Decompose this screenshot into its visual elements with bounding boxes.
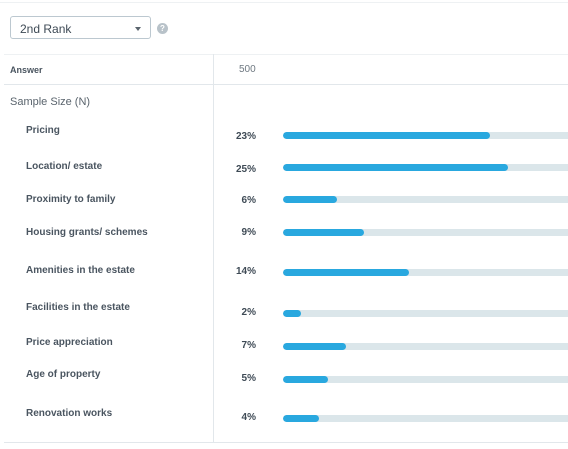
row-label: Amenities in the estate: [26, 265, 135, 276]
help-icon[interactable]: ?: [157, 23, 168, 34]
row-label: Housing grants/ schemes: [26, 227, 148, 238]
row-percentage: 9%: [241, 227, 256, 238]
bar-fill: [283, 415, 319, 422]
bar-fill: [283, 343, 346, 350]
row-percentage: 2%: [241, 307, 256, 318]
bar-track: [283, 196, 568, 203]
row-percentage: 23%: [235, 131, 256, 142]
bar-fill: [283, 310, 301, 317]
bar-track: [283, 269, 568, 276]
bar-track: [283, 343, 568, 350]
row-label: Pricing: [26, 125, 60, 136]
row-percentage: 6%: [241, 195, 256, 206]
bar-track: [283, 164, 568, 171]
row-label: Age of property: [26, 369, 101, 380]
bar-fill: [283, 164, 508, 171]
row-percentage: 25%: [235, 164, 256, 175]
row-label: Price appreciation: [26, 337, 113, 348]
row-percentage: 5%: [241, 373, 256, 384]
table-top-border: [4, 54, 568, 55]
row-label: Proximity to family: [26, 194, 116, 205]
chevron-down-icon: [135, 27, 141, 31]
header-divider: [4, 84, 568, 85]
rank-dropdown[interactable]: 2nd Rank: [10, 16, 151, 39]
bar-track: [283, 415, 568, 422]
row-label: Facilities in the estate: [26, 302, 130, 313]
bar-fill: [283, 196, 337, 203]
bar-track: [283, 229, 568, 236]
row-percentage: 7%: [241, 340, 256, 351]
row-percentage: 14%: [235, 266, 256, 277]
results-table: Answer 500 Sample Size (N) Pricing 23% Loc…: [4, 54, 568, 445]
column-divider: [213, 54, 214, 442]
top-divider: [0, 2, 568, 3]
bar-fill: [283, 132, 490, 139]
count-column-header: 500: [239, 64, 256, 75]
bar-fill: [283, 376, 328, 383]
answer-column-header: Answer: [10, 65, 43, 75]
rank-dropdown-label: 2nd Rank: [20, 22, 72, 36]
row-label: Location/ estate: [26, 161, 103, 172]
bar-fill: [283, 269, 409, 276]
bar-track: [283, 310, 568, 317]
bar-track: [283, 376, 568, 383]
bar-track: [283, 132, 568, 139]
row-percentage: 4%: [241, 412, 256, 423]
sample-size-label: Sample Size (N): [10, 96, 91, 108]
row-label: Renovation works: [26, 408, 113, 419]
table-bottom-border: [4, 442, 568, 443]
bar-fill: [283, 229, 364, 236]
